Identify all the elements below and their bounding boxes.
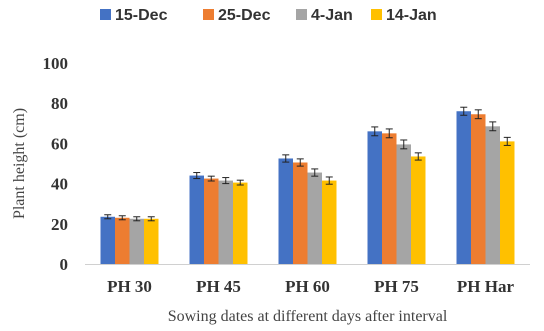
error-bar <box>236 179 244 186</box>
error-bar <box>503 136 511 146</box>
error-bar <box>104 214 112 220</box>
x-axis-categories: PH 30 PH 45 PH 60 PH 75 PH Har <box>107 277 514 296</box>
legend-label: 14-Jan <box>386 7 437 24</box>
error-bar <box>311 168 319 177</box>
y-tick-label: 100 <box>43 54 69 73</box>
bars <box>100 106 515 265</box>
bar <box>307 172 322 264</box>
x-category-label: PH 60 <box>285 277 330 296</box>
y-tick-label: 40 <box>51 175 68 194</box>
x-axis-title: Sowing dates at different days after int… <box>168 308 448 325</box>
y-tick-label: 60 <box>51 134 68 153</box>
legend-item: 14-Jan <box>371 7 437 24</box>
bar <box>322 180 337 264</box>
error-bar <box>222 177 230 185</box>
legend-swatch <box>296 9 307 20</box>
bar <box>382 133 397 264</box>
bar <box>456 111 471 265</box>
error-bar <box>118 215 126 221</box>
bar <box>471 114 486 264</box>
bar <box>144 218 159 264</box>
error-bar <box>133 216 141 222</box>
error-bar <box>296 158 304 167</box>
error-bar <box>282 154 290 163</box>
legend-item: 25-Dec <box>203 7 271 24</box>
error-bar <box>193 172 201 180</box>
y-tick-label: 80 <box>51 94 68 113</box>
legend-item: 4-Jan <box>296 7 353 24</box>
legend-swatch <box>100 9 111 20</box>
x-category-label: PH 30 <box>107 277 152 296</box>
error-bar <box>400 139 408 150</box>
legend-label: 4-Jan <box>311 7 353 24</box>
bar <box>204 178 219 264</box>
error-bar <box>325 176 333 185</box>
y-tick-label: 0 <box>60 255 69 274</box>
error-bar <box>147 216 155 222</box>
bar <box>278 158 293 264</box>
y-axis-title: Plant height (cm) <box>11 108 28 219</box>
error-bar <box>460 106 468 116</box>
legend: 15-Dec 25-Dec 4-Jan 14-Jan <box>100 7 437 24</box>
x-category-label: PH Har <box>457 277 515 296</box>
bar <box>411 156 426 264</box>
bar <box>218 180 233 264</box>
error-bar <box>474 109 482 120</box>
legend-item: 15-Dec <box>100 7 168 24</box>
bar <box>500 141 515 264</box>
x-category-label: PH 45 <box>196 277 241 296</box>
legend-swatch <box>371 9 382 20</box>
legend-swatch <box>203 9 214 20</box>
error-bar <box>385 128 393 139</box>
bar <box>129 218 144 264</box>
bar <box>115 217 130 264</box>
error-bar <box>489 121 497 132</box>
bar <box>189 175 204 264</box>
legend-label: 15-Dec <box>115 7 168 24</box>
error-bar <box>414 152 422 161</box>
error-bar <box>371 126 379 137</box>
legend-label: 25-Dec <box>218 7 271 24</box>
bar <box>100 216 115 264</box>
bar <box>396 144 411 264</box>
bar <box>485 126 500 264</box>
error-bar <box>207 175 215 182</box>
y-tick-label: 20 <box>51 215 68 234</box>
bar <box>367 131 382 264</box>
y-axis-ticks: 0 20 40 60 80 100 <box>43 54 69 274</box>
bar <box>293 162 308 264</box>
x-category-label: PH 75 <box>374 277 419 296</box>
bar <box>233 182 248 264</box>
